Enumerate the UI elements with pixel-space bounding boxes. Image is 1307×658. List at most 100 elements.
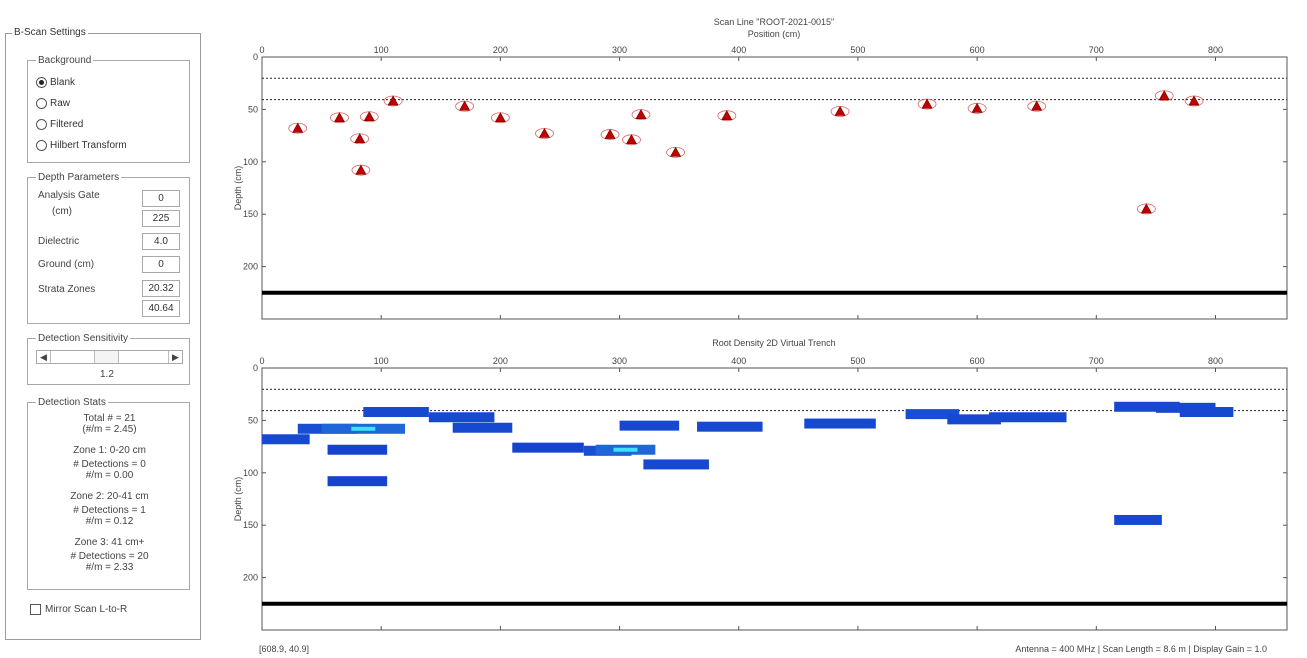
- density-peak: [351, 426, 376, 431]
- density-band: [905, 409, 960, 420]
- density-peak: [613, 447, 638, 452]
- stat-line: #/m = 0.00: [85, 470, 134, 481]
- depth-parameters-group: Depth Parameters Analysis Gate (cm) 0 22…: [27, 172, 190, 324]
- stat-line: # Detections = 20: [70, 551, 149, 562]
- top-ytick-label: 50: [248, 104, 258, 114]
- top-xtick-label: 300: [612, 45, 627, 55]
- mirror-scan-label: Mirror Scan L-to-R: [45, 604, 128, 615]
- radio-hilbert-label: Hilbert Transform: [50, 140, 127, 151]
- density-band: [428, 412, 495, 423]
- top-xtick-label: 500: [850, 45, 865, 55]
- detection-marker: [387, 95, 399, 106]
- top-plot-ylabel: Depth (cm): [233, 166, 243, 211]
- scan-info: Antenna = 400 MHz | Scan Length = 8.6 m …: [1015, 644, 1267, 654]
- ground-input[interactable]: 0: [142, 256, 180, 273]
- bottom-xtick-label: 700: [1089, 356, 1104, 366]
- bottom-ytick-label: 150: [243, 520, 258, 530]
- top-xtick-label: 100: [374, 45, 389, 55]
- analysis-gate-unit: (cm): [52, 206, 72, 217]
- bottom-xtick-label: 200: [493, 356, 508, 366]
- top-xtick-label: 200: [493, 45, 508, 55]
- detection-marker: [1031, 100, 1043, 111]
- bottom-xtick-label: 300: [612, 356, 627, 366]
- detection-marker: [625, 134, 637, 145]
- radio-filtered-label: Filtered: [50, 119, 84, 130]
- sensitivity-value: 1.2: [100, 369, 114, 380]
- detection-marker: [1188, 95, 1200, 106]
- checkbox-unchecked-icon[interactable]: [30, 604, 41, 615]
- top-plot-title: Scan Line "ROOT-2021-0015": [714, 17, 834, 27]
- slider-right-arrow-icon[interactable]: ▶: [168, 351, 182, 363]
- slider-thumb[interactable]: [94, 351, 120, 363]
- top-plot-xlabel: Position (cm): [748, 29, 801, 39]
- detection-marker: [363, 111, 375, 122]
- strata-zone-1-input[interactable]: 20.32: [142, 280, 180, 297]
- background-group: Background Blank Raw Filtered Hilbert Tr…: [27, 55, 190, 163]
- radio-filtered[interactable]: Filtered: [36, 119, 83, 130]
- bottom-xtick-label: 600: [970, 356, 985, 366]
- background-group-label: Background: [36, 55, 94, 66]
- analysis-gate-label: Analysis Gate: [38, 190, 100, 201]
- detection-marker: [1140, 203, 1152, 214]
- density-band: [363, 407, 429, 418]
- bottom-plot-title: Root Density 2D Virtual Trench: [712, 338, 835, 348]
- radio-empty-icon[interactable]: [36, 140, 47, 151]
- density-band: [619, 420, 680, 431]
- top-xtick-label: 400: [731, 45, 746, 55]
- detection-marker: [354, 133, 366, 144]
- density-band: [327, 476, 388, 487]
- bottom-xtick-label: 500: [850, 356, 865, 366]
- top-plot-layer: 0 100 200 300 400 500 600 700 800 0 50 100 150 200: [243, 45, 1287, 319]
- top-xtick-label: 0: [259, 45, 264, 55]
- slider-left-arrow-icon[interactable]: ◀: [37, 351, 51, 363]
- stat-line: #/m = 2.33: [85, 562, 134, 573]
- top-xtick-label: 700: [1089, 45, 1104, 55]
- cursor-coordinates: [608.9, 40.9]: [259, 644, 310, 654]
- stat-line: (#/m = 2.45): [82, 424, 137, 435]
- detection-stats-group: Detection Stats Total # = 21 (#/m = 2.45…: [27, 397, 190, 590]
- strata-zone-2-input[interactable]: 40.64: [142, 300, 180, 317]
- top-xtick-label: 600: [970, 45, 985, 55]
- radio-hilbert[interactable]: Hilbert Transform: [36, 140, 127, 151]
- detection-marker: [333, 112, 345, 123]
- detection-marker: [604, 128, 616, 139]
- bottom-xtick-label: 0: [259, 356, 264, 366]
- density-band: [1114, 401, 1180, 412]
- bottom-xtick-label: 100: [374, 356, 389, 366]
- radio-empty-icon[interactable]: [36, 98, 47, 109]
- detection-marker: [834, 105, 846, 116]
- radio-empty-icon[interactable]: [36, 119, 47, 130]
- bottom-xtick-label: 800: [1208, 356, 1223, 366]
- radio-raw[interactable]: Raw: [36, 98, 70, 109]
- detection-sensitivity-label: Detection Sensitivity: [36, 333, 131, 344]
- top-xtick-label: 800: [1208, 45, 1223, 55]
- bottom-plot-ylabel: Depth (cm): [233, 477, 243, 522]
- radio-selected-icon[interactable]: [36, 77, 47, 88]
- radio-blank-label: Blank: [50, 77, 76, 88]
- detection-sensitivity-group: Detection Sensitivity: [27, 333, 190, 385]
- detection-marker: [538, 127, 550, 138]
- density-band: [1114, 514, 1162, 525]
- top-ytick-label: 100: [243, 157, 258, 167]
- stat-line: # Detections = 1: [73, 505, 146, 516]
- detection-marker: [1158, 90, 1170, 101]
- dielectric-input[interactable]: 4.0: [142, 233, 180, 250]
- sensitivity-slider[interactable]: ◀ ▶: [36, 350, 183, 364]
- stat-line: #/m = 0.12: [85, 516, 134, 527]
- detection-marker: [459, 100, 471, 111]
- bottom-ytick-label: 200: [243, 573, 258, 583]
- top-ytick-label: 0: [253, 52, 258, 62]
- bottom-ytick-label: 50: [248, 415, 258, 425]
- stat-line: # Detections = 0: [73, 459, 146, 470]
- b-scan-settings-title: B-Scan Settings: [12, 27, 88, 38]
- stat-line: Zone 3: 41 cm+: [74, 537, 145, 548]
- mirror-scan-checkbox[interactable]: Mirror Scan L-to-R: [30, 604, 127, 615]
- analysis-gate-min-input[interactable]: 0: [142, 190, 180, 207]
- detection-marker: [494, 112, 506, 123]
- ground-label: Ground (cm): [38, 259, 95, 270]
- detection-marker: [670, 146, 682, 157]
- bottom-ytick-label: 0: [253, 363, 258, 373]
- top-plot-frame[interactable]: [261, 56, 1288, 320]
- analysis-gate-max-input[interactable]: 225: [142, 210, 180, 227]
- radio-blank[interactable]: Blank: [36, 77, 75, 88]
